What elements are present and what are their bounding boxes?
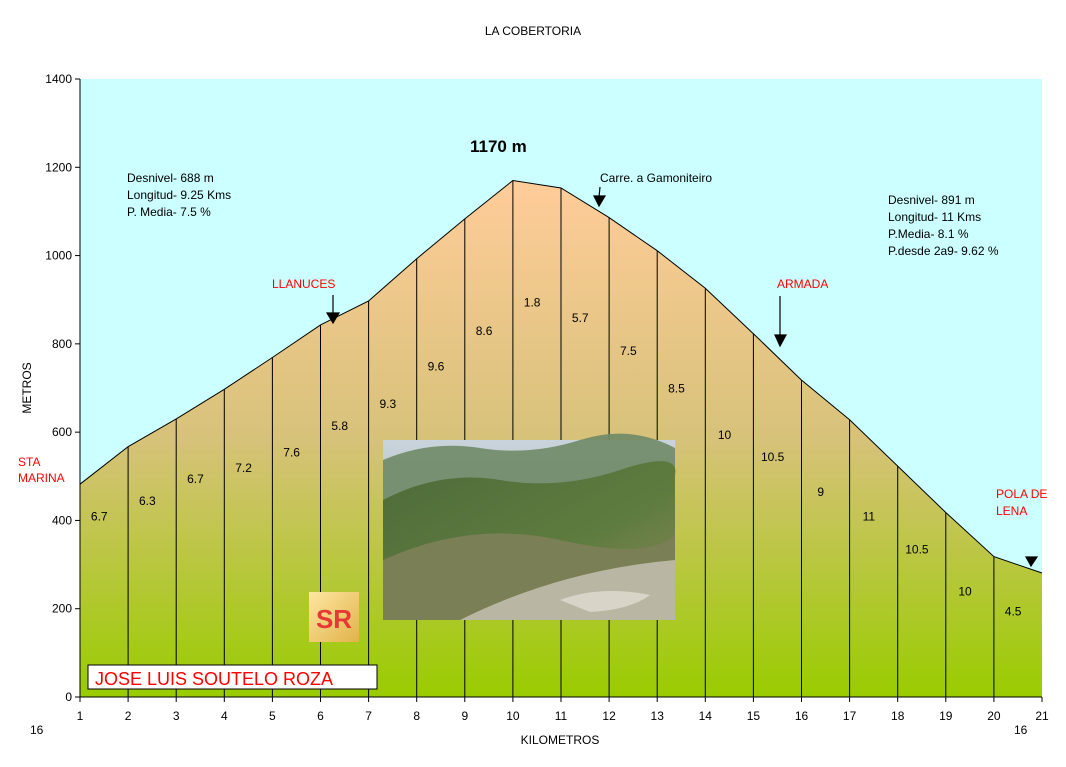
x-corner-label-right: 16 (1014, 723, 1028, 737)
x-tick-label: 14 (699, 709, 713, 723)
x-corner-label-left: 16 (30, 723, 44, 737)
gradient-label: 10.5 (761, 450, 785, 464)
right-stat-longitud: Longitud- 11 Kms (888, 210, 981, 224)
x-tick-label: 17 (843, 709, 857, 723)
place-pola-de-lena-line1: POLA DE (996, 487, 1047, 501)
gradient-label: 1.8 (524, 295, 541, 309)
gradient-label: 6.7 (91, 509, 108, 523)
chart-title: LA COBERTORIA (485, 24, 581, 38)
x-tick-label: 10 (506, 709, 520, 723)
gradient-label: 7.2 (235, 461, 252, 475)
gradient-label: 5.8 (331, 419, 348, 433)
arrow-pola-de-lena (1024, 556, 1039, 568)
left-stat-pendiente: P. Media- 7.5 % (127, 205, 211, 219)
gradient-label: 8.5 (668, 381, 685, 395)
gradient-label: 10 (718, 428, 732, 442)
x-tick-label: 7 (365, 709, 372, 723)
place-sta-marina-line1: STA (18, 455, 40, 469)
gradient-label: 7.5 (620, 344, 637, 358)
gradient-label: 5.7 (572, 311, 589, 325)
left-stat-longitud: Longitud- 9.25 Kms (127, 188, 231, 202)
right-stat-pendiente: P.Media- 8.1 % (888, 227, 969, 241)
y-tick-label: 1200 (45, 160, 72, 174)
y-tick-label: 800 (52, 337, 72, 351)
right-stat-desnivel: Desnivel- 891 m (888, 193, 975, 207)
left-stat-desnivel: Desnivel- 688 m (127, 171, 214, 185)
gradient-label: 10.5 (905, 543, 929, 557)
annotation-arrows (325, 186, 1039, 568)
y-axis-label: METROS (20, 362, 34, 413)
landscape-photo (383, 433, 676, 620)
right-stats: Desnivel- 891 m Longitud- 11 Kms P.Media… (888, 193, 999, 258)
x-tick-label: 5 (269, 709, 276, 723)
y-tick-label: 1000 (45, 249, 72, 263)
y-tick-label: 400 (52, 513, 72, 527)
gradient-label: 9.6 (428, 359, 445, 373)
y-tick-label: 1400 (45, 72, 72, 86)
y-tick-label: 0 (65, 690, 72, 704)
x-tick-label: 13 (651, 709, 665, 723)
x-tick-label: 1 (77, 709, 84, 723)
left-stats: Desnivel- 688 m Longitud- 9.25 Kms P. Me… (127, 171, 231, 219)
gradient-label: 6.7 (187, 472, 204, 486)
place-llanuces: LLANUCES (272, 277, 335, 291)
segment-gradient-labels: 6.7 6.3 6.7 7.2 7.6 5.8 9.3 9.6 8.6 1.8 5.7 7.5 8.5 1… (91, 295, 1022, 618)
x-tick-label: 20 (987, 709, 1001, 723)
place-armada: ARMADA (777, 277, 828, 291)
x-tick-label: 2 (125, 709, 132, 723)
place-carre-gamoniteiro: Carre. a Gamoniteiro (600, 171, 712, 185)
gradient-label: 6.3 (139, 494, 156, 508)
place-pola-de-lena: POLA DE LENA (996, 487, 1051, 518)
x-tick-label: 18 (891, 709, 905, 723)
peak-label: 1170 m (470, 137, 527, 156)
gradient-label: 9 (817, 485, 824, 499)
x-tick-label: 6 (317, 709, 324, 723)
arrow-llanuces (325, 295, 341, 325)
x-tick-label: 21 (1035, 709, 1049, 723)
x-axis-ticks: 1 2 3 4 5 6 7 8 9 10 11 12 13 14 15 16 17 18 19 20 21 (77, 697, 1049, 723)
y-axis-ticks: 0 200 400 600 800 1000 1200 1400 (45, 72, 80, 704)
place-sta-marina: STA MARINA (18, 455, 65, 485)
author-box: JOSE LUIS SOUTELO ROZA (87, 664, 378, 690)
place-pola-de-lena-line2: LENA (996, 504, 1027, 518)
x-tick-label: 3 (173, 709, 180, 723)
arrow-armada (774, 296, 788, 348)
x-tick-label: 8 (413, 709, 420, 723)
x-tick-label: 15 (747, 709, 761, 723)
author-logo: SR (309, 592, 359, 642)
logo-letters: SR (316, 604, 352, 634)
gradient-label: 10 (958, 584, 972, 598)
place-sta-marina-line2: MARINA (18, 471, 65, 485)
x-tick-label: 16 (795, 709, 809, 723)
x-tick-label: 9 (461, 709, 468, 723)
elevation-profile-line (79, 179, 1043, 574)
gradient-label: 9.3 (379, 397, 396, 411)
gradient-label: 8.6 (476, 324, 493, 338)
y-tick-label: 200 (52, 602, 72, 616)
right-stat-pendiente-2a9: P.desde 2a9- 9.62 % (888, 244, 999, 258)
x-axis-label: KILOMETROS (521, 733, 600, 747)
x-tick-label: 11 (555, 709, 568, 723)
gradient-label: 4.5 (1005, 604, 1022, 618)
gradient-label: 11 (863, 509, 876, 523)
y-tick-label: 600 (52, 425, 72, 439)
gradient-label: 7.6 (283, 445, 300, 459)
arrow-gamoniteiro (593, 186, 607, 208)
x-tick-label: 12 (602, 709, 616, 723)
x-tick-label: 4 (221, 709, 228, 723)
author-name: JOSE LUIS SOUTELO ROZA (95, 669, 333, 689)
x-tick-label: 19 (939, 709, 953, 723)
